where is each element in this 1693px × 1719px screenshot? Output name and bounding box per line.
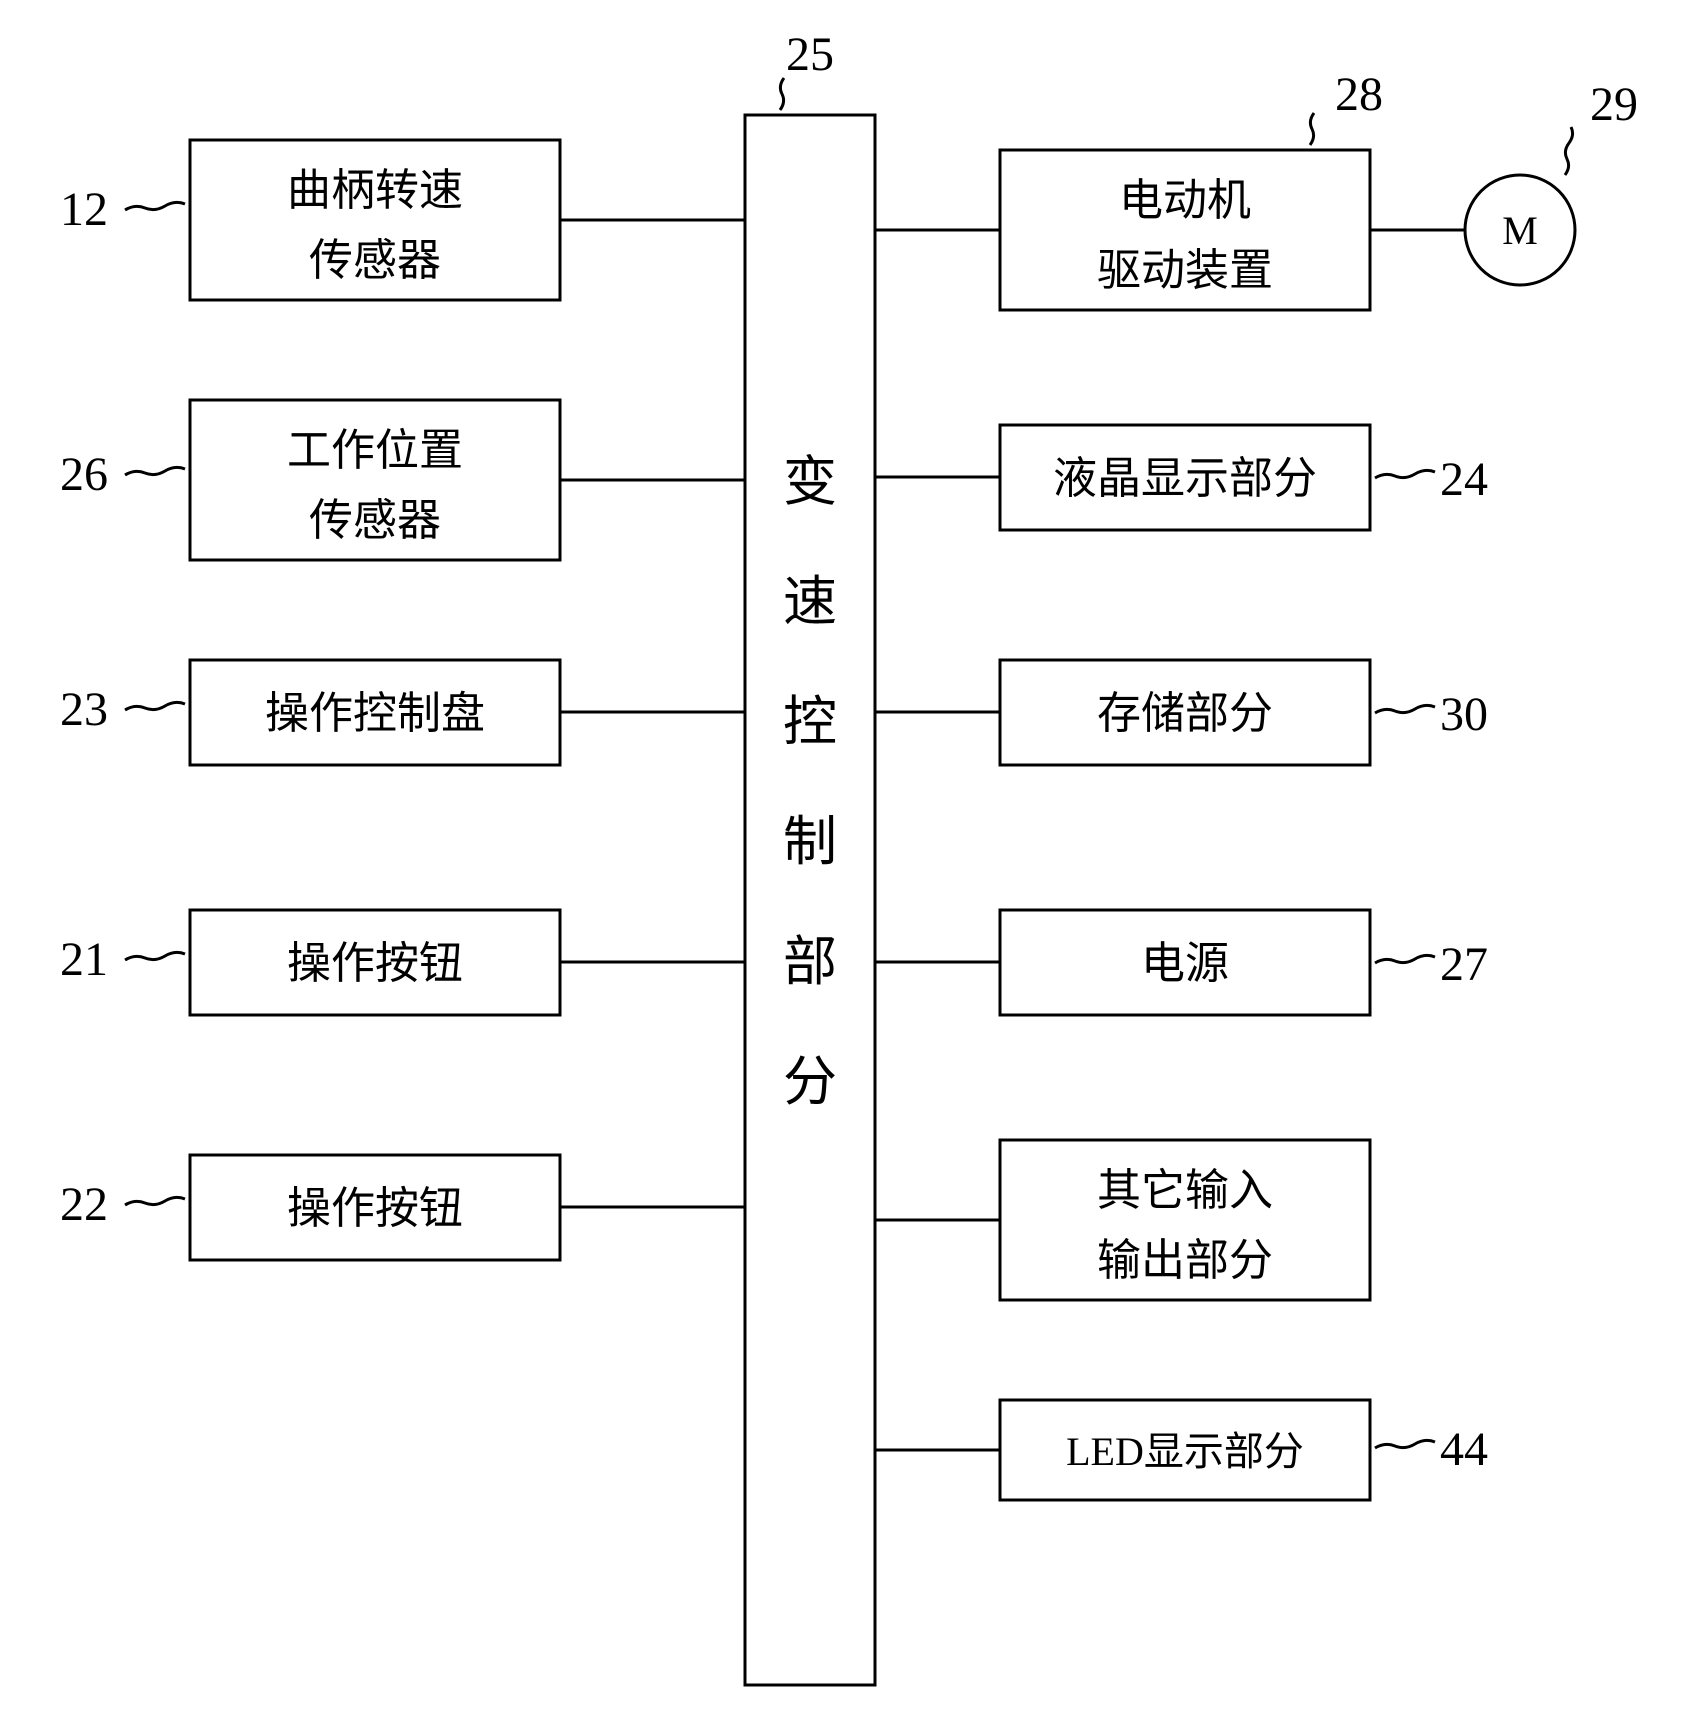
- left-squiggle-4: [125, 952, 185, 960]
- left-box-2-line1: 工作位置: [287, 426, 463, 475]
- right-num-4: 27: [1440, 938, 1488, 991]
- right-box-3-line1: 存储部分: [1097, 689, 1273, 738]
- left-box-1-line1: 曲柄转速: [287, 166, 463, 215]
- left-squiggle-1: [125, 202, 185, 210]
- right-squiggle-4: [1375, 955, 1435, 963]
- right-num-1: 28: [1335, 68, 1383, 121]
- left-box-3-line1: 操作控制盘: [265, 689, 485, 738]
- left-box-5-line1: 操作按钮: [287, 1184, 463, 1233]
- center-text-1: 变: [783, 452, 837, 512]
- center-squiggle: [780, 78, 784, 110]
- left-squiggle-3: [125, 702, 185, 710]
- center-text-2: 速: [783, 572, 837, 632]
- right-num-3: 30: [1440, 688, 1488, 741]
- left-box-1-line2: 传感器: [309, 236, 441, 285]
- center-text-4: 制: [783, 812, 837, 872]
- motor-squiggle: [1565, 127, 1573, 175]
- left-num-5: 22: [60, 1178, 108, 1231]
- left-box-2-line2: 传感器: [309, 496, 441, 545]
- right-squiggle-6: [1375, 1440, 1435, 1448]
- motor-num: 29: [1590, 78, 1638, 131]
- motor-label: M: [1502, 208, 1538, 253]
- right-squiggle-3: [1375, 705, 1435, 713]
- right-box-1-line1: 电动机: [1119, 176, 1251, 225]
- right-squiggle-2: [1375, 470, 1435, 478]
- left-num-1: 12: [60, 183, 108, 236]
- left-squiggle-5: [125, 1197, 185, 1205]
- center-box: [745, 115, 875, 1685]
- left-squiggle-2: [125, 467, 185, 475]
- right-box-1-line2: 驱动装置: [1097, 246, 1273, 295]
- right-num-6: 44: [1440, 1423, 1488, 1476]
- left-box-4-line1: 操作按钮: [287, 939, 463, 988]
- left-num-2: 26: [60, 448, 108, 501]
- right-box-5-line1: 其它输入: [1097, 1166, 1273, 1215]
- center-num: 25: [786, 28, 834, 81]
- center-text-5: 部: [783, 932, 837, 992]
- right-box-2-line1: 液晶显示部分: [1053, 454, 1317, 503]
- center-text-6: 分: [783, 1052, 837, 1112]
- left-num-3: 23: [60, 683, 108, 736]
- left-num-4: 21: [60, 933, 108, 986]
- center-text-3: 控: [783, 692, 837, 752]
- block-diagram: 25 变 速 控 制 部 分 曲柄转速 传感器 12 工作位置 传感器 26 操…: [0, 0, 1693, 1719]
- right-squiggle-1: [1310, 113, 1314, 145]
- right-box-5-line2: 输出部分: [1097, 1236, 1273, 1285]
- right-box-4-line1: 电源: [1141, 939, 1229, 988]
- right-num-2: 24: [1440, 453, 1488, 506]
- right-box-6-line1: LED显示部分: [1066, 1429, 1304, 1474]
